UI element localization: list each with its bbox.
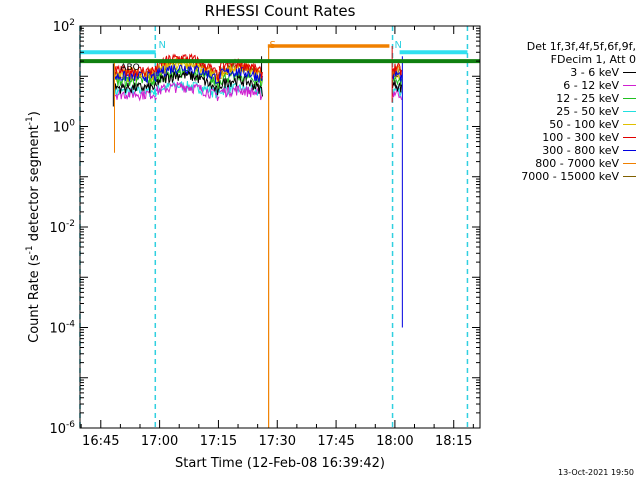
legend-rows: 3 - 6 keV 6 - 12 keV 12 - 25 keV 25 - 50 ke… — [480, 66, 636, 183]
series-band — [392, 80, 403, 93]
series-band — [114, 81, 157, 94]
legend-item-label: 25 - 50 keV — [556, 105, 619, 118]
timestamp: 13-Oct-2021 19:50 — [558, 468, 634, 477]
flag-label: N — [158, 40, 165, 51]
y-axis-label: Count Rate (s-1 detector segment-1) — [25, 111, 42, 343]
x-tick-label: 18:15 — [435, 434, 472, 449]
legend-item-label: 12 - 25 keV — [556, 92, 619, 105]
legend-header-line-2: FDecim 1, Att 0 — [550, 53, 636, 66]
x-tick-label: 17:00 — [141, 434, 178, 449]
legend-item: 12 - 25 keV — [480, 92, 636, 105]
series-band — [218, 73, 263, 97]
legend: Det 1f,3f,4f,5f,6f,9f, FDecim 1, Att 0 3… — [480, 40, 636, 183]
x-axis-label: Start Time (12-Feb-08 16:39:42) — [175, 456, 385, 471]
legend-item-label: 50 - 100 keV — [549, 118, 619, 131]
series-band — [218, 66, 263, 83]
axes: 16:45 17:00 17:15 17:30 17:45 18:00 18:15 102 10… — [49, 18, 481, 449]
legend-swatch — [623, 124, 636, 125]
y-tick-label: 10-6 — [49, 420, 75, 437]
series-band — [218, 82, 263, 97]
x-tick-label: 17:15 — [200, 434, 237, 449]
y-tick-label: 102 — [53, 18, 75, 35]
legend-item: 7000 - 15000 keV — [480, 170, 636, 183]
series-band — [392, 62, 403, 76]
x-tick-label: 17:30 — [259, 434, 296, 449]
legend-item: 3 - 6 keV — [480, 66, 636, 79]
legend-item: 6 - 12 keV — [480, 79, 636, 92]
legend-swatch — [623, 111, 636, 112]
legend-item: 800 - 7000 keV — [480, 157, 636, 170]
plot-frame — [79, 25, 481, 429]
x-tick-label: 16:45 — [82, 434, 119, 449]
series-band — [156, 80, 220, 99]
chart-title: RHESSI Count Rates — [205, 2, 356, 20]
legend-swatch — [623, 72, 636, 73]
legend-item: 300 - 800 keV — [480, 144, 636, 157]
series-band — [156, 81, 220, 102]
plot-area: N S N ABO — [79, 26, 480, 428]
legend-item-label: 800 - 7000 keV — [535, 157, 619, 170]
legend-swatch — [623, 85, 636, 86]
legend-item: 50 - 100 keV — [480, 118, 636, 131]
legend-item-label: 7000 - 15000 keV — [521, 170, 619, 183]
series-band — [156, 63, 220, 85]
legend-swatch — [623, 176, 636, 177]
y-tick-label: 10-2 — [49, 219, 75, 236]
legend-item: 100 - 300 keV — [480, 131, 636, 144]
legend-item-label: 3 - 6 keV — [570, 66, 619, 79]
flag-label: S — [269, 40, 275, 51]
attenuator-annotation: ABO — [120, 63, 139, 73]
series-band — [114, 64, 157, 78]
legend-item-label: 6 - 12 keV — [563, 79, 619, 92]
flag-label: N — [395, 40, 402, 51]
legend-item-label: 300 - 800 keV — [542, 144, 619, 157]
y-tick-label: 100 — [53, 119, 76, 136]
x-tick-label: 17:45 — [317, 434, 354, 449]
legend-swatch — [623, 163, 636, 164]
y-tick-label: 10-4 — [49, 320, 75, 337]
legend-swatch — [623, 150, 636, 151]
legend-swatch — [623, 98, 636, 99]
series-band — [219, 85, 263, 101]
y-axis-label-text: Count Rate (s-1 detector segment-1) — [25, 111, 42, 343]
legend-item: 25 - 50 keV — [480, 105, 636, 118]
series-band — [156, 53, 220, 83]
legend-header-line-1: Det 1f,3f,4f,5f,6f,9f, — [526, 40, 636, 53]
legend-swatch — [623, 137, 636, 138]
x-tick-label: 18:00 — [376, 434, 413, 449]
legend-item-label: 100 - 300 keV — [542, 131, 619, 144]
series-band — [114, 70, 157, 84]
